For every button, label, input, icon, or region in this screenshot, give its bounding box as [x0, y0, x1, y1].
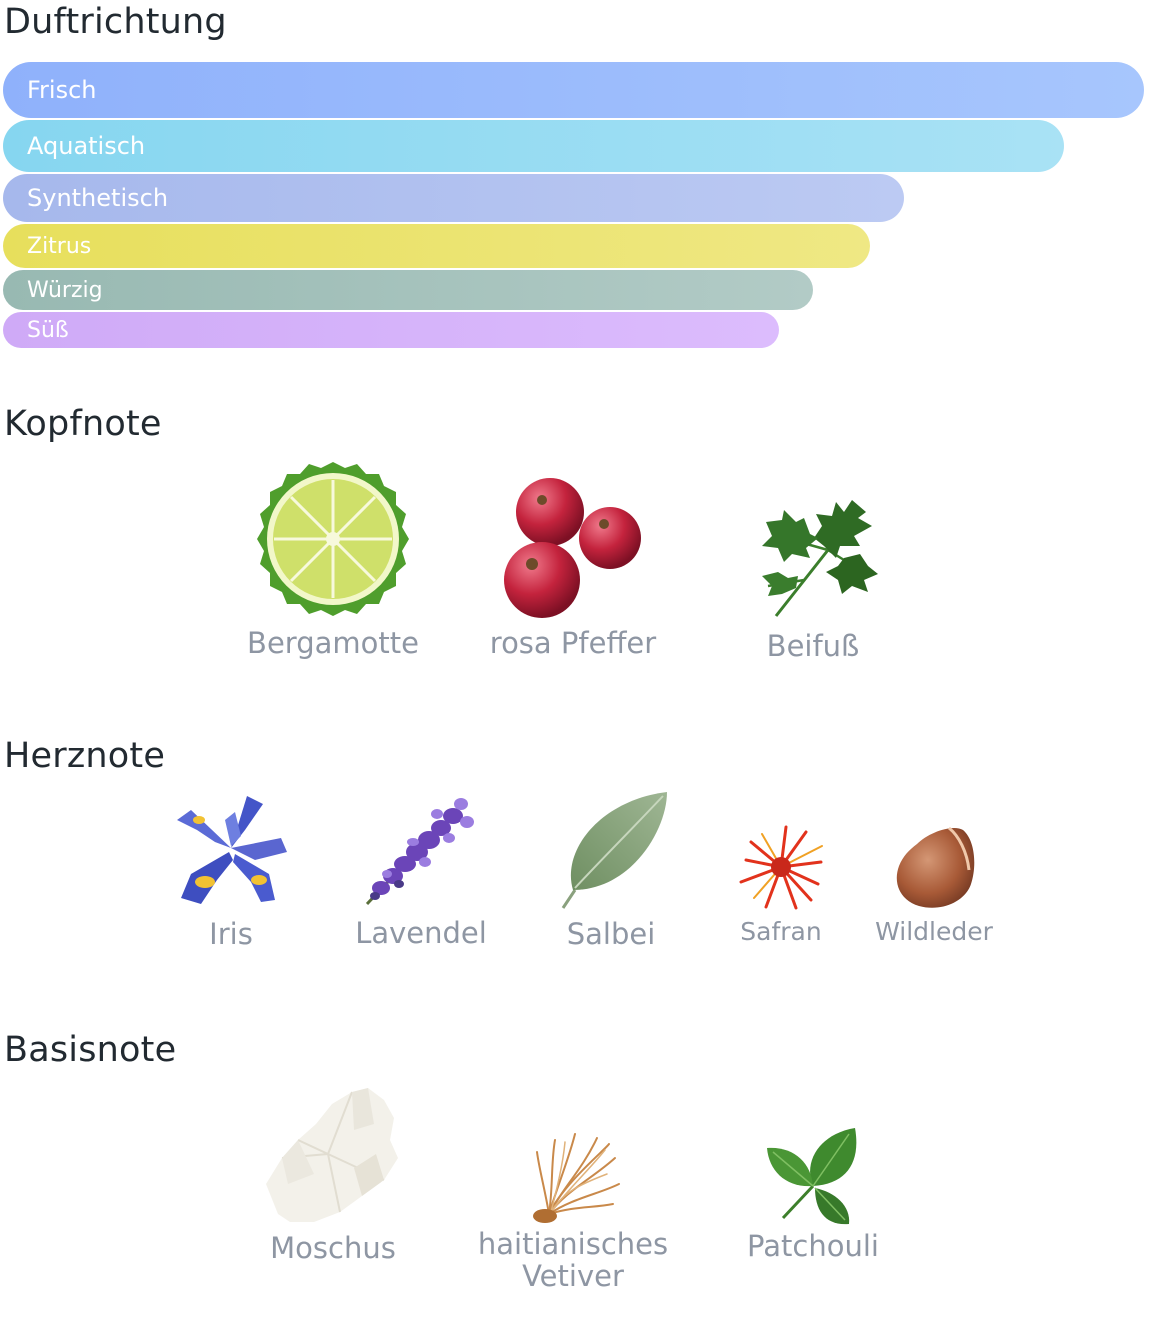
note-bergamotte[interactable]: Bergamotte	[243, 456, 423, 659]
suede-icon	[896, 826, 975, 908]
bar-suess: Süß	[3, 312, 779, 348]
sage-icon	[561, 792, 667, 909]
musk-icon	[266, 1088, 398, 1222]
note-label: haitianisches Vetiver	[477, 1227, 669, 1293]
iris-icon	[177, 796, 287, 904]
note-label: Patchouli	[747, 1229, 879, 1263]
note-salbei[interactable]: Salbei	[546, 790, 676, 950]
pink-pepper-icon	[504, 478, 641, 618]
note-haitianisches-vetiver[interactable]: haitianisches Vetiver	[468, 1128, 678, 1292]
note-label: Iris	[209, 917, 253, 951]
note-label: Wildleder	[875, 917, 993, 946]
basisnote-heading: Basisnote	[4, 1030, 177, 1070]
note-label: Lavendel	[355, 916, 487, 950]
saffron-icon	[739, 825, 823, 910]
note-label: Beifuß	[766, 629, 860, 663]
bar-aquatisch: Aquatisch	[3, 120, 1064, 172]
note-moschus[interactable]: Moschus	[243, 1084, 423, 1264]
bar-synthetisch: Synthetisch	[3, 174, 904, 222]
note-iris[interactable]: Iris	[166, 790, 296, 950]
kopfnote-heading: Kopfnote	[4, 404, 162, 444]
lavender-icon	[365, 798, 474, 906]
bergamot-icon	[257, 462, 409, 616]
note-patchouli[interactable]: Patchouli	[733, 1122, 893, 1262]
bar-zitrus: Zitrus	[3, 224, 870, 268]
note-lavendel[interactable]: Lavendel	[346, 792, 496, 949]
note-beifuss[interactable]: Beifuß	[733, 496, 893, 662]
duftrichtung-bar-chart: Frisch Aquatisch Synthetisch Zitrus Würz…	[3, 0, 1144, 360]
note-label: Safran	[740, 917, 822, 946]
bar-wuerzig: Würzig	[3, 270, 813, 310]
note-rosa-pfeffer[interactable]: rosa Pfeffer	[473, 476, 673, 659]
herznote-heading: Herznote	[4, 736, 166, 776]
note-safran[interactable]: Safran	[726, 822, 836, 948]
note-label: Moschus	[270, 1231, 396, 1265]
note-label: Salbei	[566, 917, 656, 951]
mugwort-icon	[762, 500, 878, 617]
duftrichtung-heading: Duftrichtung	[4, 2, 227, 42]
note-label: Bergamotte	[247, 626, 419, 660]
note-wildleder[interactable]: Wildleder	[866, 822, 1002, 948]
patchouli-icon	[767, 1128, 857, 1225]
note-label: rosa Pfeffer	[489, 626, 657, 660]
bar-frisch: Frisch	[3, 62, 1144, 118]
vetiver-icon	[533, 1133, 620, 1223]
